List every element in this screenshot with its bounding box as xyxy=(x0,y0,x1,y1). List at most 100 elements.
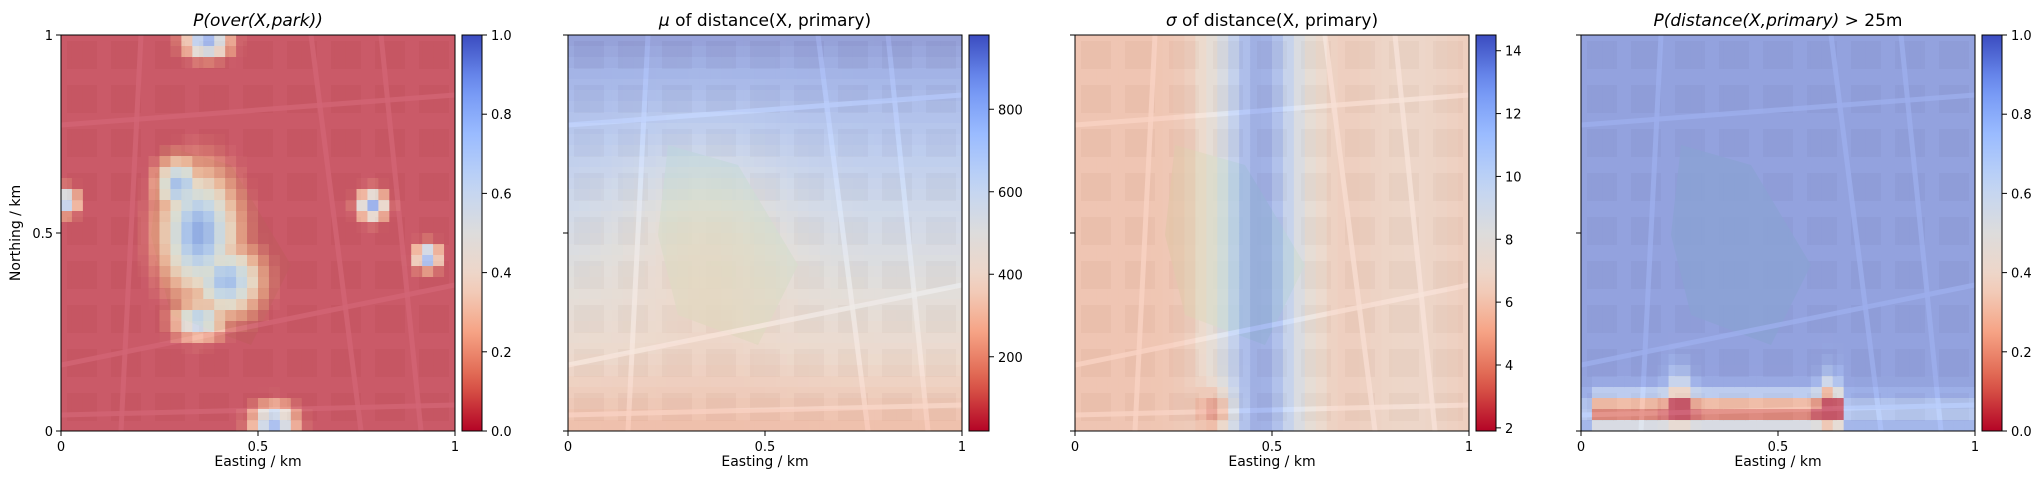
heatmap-cell xyxy=(71,288,84,300)
heatmap-cell xyxy=(830,244,843,256)
heatmap-cell xyxy=(1315,398,1328,410)
heatmap-cell xyxy=(1635,288,1648,300)
heatmap-cell xyxy=(1261,189,1273,201)
heatmap-cell xyxy=(1239,409,1251,421)
heatmap-cell xyxy=(225,255,237,267)
heatmap-cell xyxy=(192,68,204,80)
heatmap-cell xyxy=(214,343,226,355)
heatmap-cell xyxy=(1304,123,1317,135)
heatmap-cell xyxy=(743,277,755,289)
heatmap-cell xyxy=(1359,398,1372,410)
heatmap-cell xyxy=(1359,211,1372,223)
heatmap-cell xyxy=(754,332,766,344)
heatmap-cell xyxy=(732,79,744,91)
heatmap-cell xyxy=(775,200,788,212)
heatmap-cell xyxy=(159,35,172,47)
heatmap-cell xyxy=(1206,420,1218,431)
heatmap-cell xyxy=(334,90,347,102)
heatmap-cell xyxy=(236,35,248,47)
heatmap-cell xyxy=(279,409,292,421)
heatmap-cell xyxy=(1261,299,1273,311)
heatmap-cell xyxy=(929,57,941,69)
heatmap-cell xyxy=(1624,200,1637,212)
heatmap-cell xyxy=(786,189,799,201)
heatmap-cell xyxy=(1668,277,1681,289)
heatmap-cell xyxy=(159,255,172,267)
heatmap-cell xyxy=(411,244,423,256)
heatmap-cell xyxy=(874,112,886,124)
heatmap-cell xyxy=(1348,321,1361,333)
heatmap-cell xyxy=(1425,387,1437,399)
heatmap-cell xyxy=(1712,35,1724,47)
heatmap-cell xyxy=(279,156,292,168)
heatmap-cell xyxy=(1293,167,1306,179)
heatmap-cell xyxy=(1591,277,1604,289)
heatmap-cell xyxy=(830,332,843,344)
heatmap-cell xyxy=(323,112,336,124)
heatmap-cell xyxy=(82,343,95,355)
heatmap-cell xyxy=(1414,365,1426,377)
heatmap-cell xyxy=(1646,354,1659,366)
heatmap-cell xyxy=(301,123,314,135)
heatmap-cell xyxy=(93,90,106,102)
heatmap-cell xyxy=(1679,90,1692,102)
heatmap-cell xyxy=(400,266,412,278)
heatmap-cell xyxy=(214,189,226,201)
heatmap-cell xyxy=(1657,299,1670,311)
heatmap-cell xyxy=(312,112,325,124)
heatmap-cell xyxy=(1602,321,1615,333)
heatmap-cell xyxy=(1085,46,1098,58)
heatmap-cell xyxy=(907,156,919,168)
heatmap-cell xyxy=(82,200,95,212)
heatmap-cell xyxy=(655,178,668,190)
heatmap-cell xyxy=(1624,211,1637,223)
heatmap-cell xyxy=(765,244,777,256)
heatmap-cell xyxy=(192,156,204,168)
heatmap-cell xyxy=(874,222,886,234)
heatmap-cell xyxy=(1304,189,1317,201)
heatmap-cell xyxy=(301,79,314,91)
heatmap-cell xyxy=(1359,57,1372,69)
heatmap-cell xyxy=(444,134,455,146)
heatmap-cell xyxy=(1272,288,1284,300)
heatmap-cell xyxy=(389,398,401,410)
heatmap-cell xyxy=(666,112,679,124)
heatmap-cell xyxy=(808,134,821,146)
heatmap-cell xyxy=(247,222,259,234)
heatmap-cell xyxy=(148,288,161,300)
heatmap-cell xyxy=(411,310,423,322)
heatmap-cell xyxy=(1293,277,1306,289)
heatmap-cell xyxy=(1293,189,1306,201)
heatmap-cell xyxy=(786,145,799,157)
heatmap-cell xyxy=(1326,277,1339,289)
heatmap-cell xyxy=(422,233,434,245)
heatmap-cell xyxy=(830,101,843,113)
heatmap-cell xyxy=(192,332,204,344)
heatmap-cell xyxy=(1624,365,1637,377)
heatmap-cell xyxy=(312,409,325,421)
heatmap-cell xyxy=(1173,343,1186,355)
heatmap-cell xyxy=(568,57,580,69)
heatmap-cell xyxy=(203,167,215,179)
heatmap-cell xyxy=(732,299,744,311)
heatmap-cell xyxy=(940,420,952,431)
heatmap-cell xyxy=(345,101,358,113)
heatmap-cell xyxy=(367,343,379,355)
heatmap-cell xyxy=(710,79,722,91)
heatmap-cell xyxy=(1581,420,1593,431)
heatmap-cell xyxy=(940,387,952,399)
heatmap-cell xyxy=(874,189,886,201)
heatmap-cell xyxy=(732,354,744,366)
heatmap-cell xyxy=(1304,376,1317,388)
heatmap-cell xyxy=(754,211,766,223)
heatmap-cell xyxy=(126,68,139,80)
heatmap-cell xyxy=(61,145,73,157)
heatmap-cell xyxy=(940,35,952,47)
heatmap-cell xyxy=(1107,189,1120,201)
heatmap-cell xyxy=(1712,178,1724,190)
heatmap-cell xyxy=(1613,211,1626,223)
heatmap-cell xyxy=(137,387,150,399)
heatmap-cell xyxy=(1206,46,1218,58)
heatmap-cell xyxy=(1162,354,1175,366)
heatmap-cell xyxy=(732,409,744,421)
